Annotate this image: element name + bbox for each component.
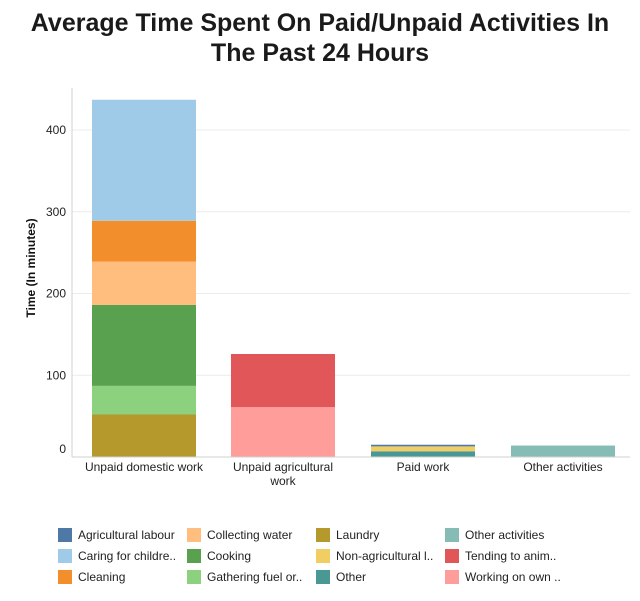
legend-item[interactable]: Non-agricultural l.. xyxy=(316,548,445,563)
legend-label: Tending to anim.. xyxy=(465,548,557,563)
legend-swatch xyxy=(58,527,72,542)
legend-item[interactable]: Cooking xyxy=(187,548,316,563)
legend-swatch xyxy=(58,569,72,584)
legend-item[interactable]: Agricultural labour xyxy=(58,527,187,542)
x-tick-label: Unpaid agricultural xyxy=(233,460,333,474)
bars xyxy=(92,99,615,457)
y-tick-label: 100 xyxy=(46,368,66,382)
legend-label: Laundry xyxy=(336,527,380,542)
legend-label: Working on own .. xyxy=(465,569,561,584)
bar-segment[interactable] xyxy=(92,261,196,305)
legend-item[interactable]: Collecting water xyxy=(187,527,316,542)
bar-segment[interactable] xyxy=(371,446,475,452)
x-tick-label: work xyxy=(269,474,296,488)
legend: Agricultural labour Collecting water Laund… xyxy=(58,527,618,584)
legend-item[interactable]: Working on own .. xyxy=(445,569,585,584)
axes xyxy=(71,88,630,458)
y-axis-label: Time (In minutes) xyxy=(24,218,38,317)
chart-title-line-2: The Past 24 Hours xyxy=(210,39,430,67)
legend-label: Other activities xyxy=(465,527,545,542)
y-tick-label: 0 xyxy=(59,442,66,456)
x-tick-label: Paid work xyxy=(397,460,451,474)
legend-swatch xyxy=(445,548,459,563)
bar-segment[interactable] xyxy=(511,445,615,457)
legend-label: Other xyxy=(336,569,367,584)
legend-swatch xyxy=(187,527,201,542)
legend-swatch xyxy=(316,548,330,563)
legend-item[interactable]: Laundry xyxy=(316,527,445,542)
legend-label: Cooking xyxy=(207,548,252,563)
legend-label: Collecting water xyxy=(207,527,293,542)
legend-item[interactable]: Cleaning xyxy=(58,569,187,584)
bar-segment[interactable] xyxy=(92,414,196,457)
legend-swatch xyxy=(187,548,201,563)
bar-segment[interactable] xyxy=(231,353,335,408)
legend-label: Agricultural labour xyxy=(78,527,175,542)
legend-swatch xyxy=(316,527,330,542)
legend-swatch xyxy=(445,527,459,542)
y-tick-labels: 0 100 200 300 400 xyxy=(46,123,66,456)
legend-label: Non-agricultural l.. xyxy=(336,548,434,563)
legend-item[interactable]: Caring for childre.. xyxy=(58,548,187,563)
bar-segment[interactable] xyxy=(92,99,196,221)
legend-item[interactable]: Other activities xyxy=(445,527,585,542)
legend-item[interactable]: Tending to anim.. xyxy=(445,548,585,563)
legend-item[interactable]: Gathering fuel or.. xyxy=(187,569,316,584)
x-tick-label: Other activities xyxy=(523,460,602,474)
x-tick-labels: Unpaid domestic work Unpaid agriculturalw… xyxy=(85,460,603,488)
legend-swatch xyxy=(316,569,330,584)
legend-swatch xyxy=(445,569,459,584)
chart-title: Average Time Spent On Paid/Unpaid Activi… xyxy=(0,8,640,68)
legend-item[interactable]: Other xyxy=(316,569,445,584)
chart-title-line-1: Average Time Spent On Paid/Unpaid Activi… xyxy=(30,9,610,37)
bar-segment[interactable] xyxy=(231,407,335,457)
bar-segment[interactable] xyxy=(371,444,475,447)
legend-label: Cleaning xyxy=(78,569,126,584)
legend-swatch xyxy=(58,548,72,563)
bar-segment[interactable] xyxy=(371,451,475,457)
x-tick-label: Unpaid domestic work xyxy=(85,460,204,474)
y-tick-label: 400 xyxy=(46,123,66,137)
legend-label: Gathering fuel or.. xyxy=(207,569,303,584)
bar-segment[interactable] xyxy=(92,304,196,386)
y-tick-label: 300 xyxy=(46,205,66,219)
legend-swatch xyxy=(187,569,201,584)
bar-segment[interactable] xyxy=(92,220,196,262)
y-tick-label: 200 xyxy=(46,287,66,301)
bar-segment[interactable] xyxy=(92,385,196,415)
legend-label: Caring for childre.. xyxy=(78,548,177,563)
